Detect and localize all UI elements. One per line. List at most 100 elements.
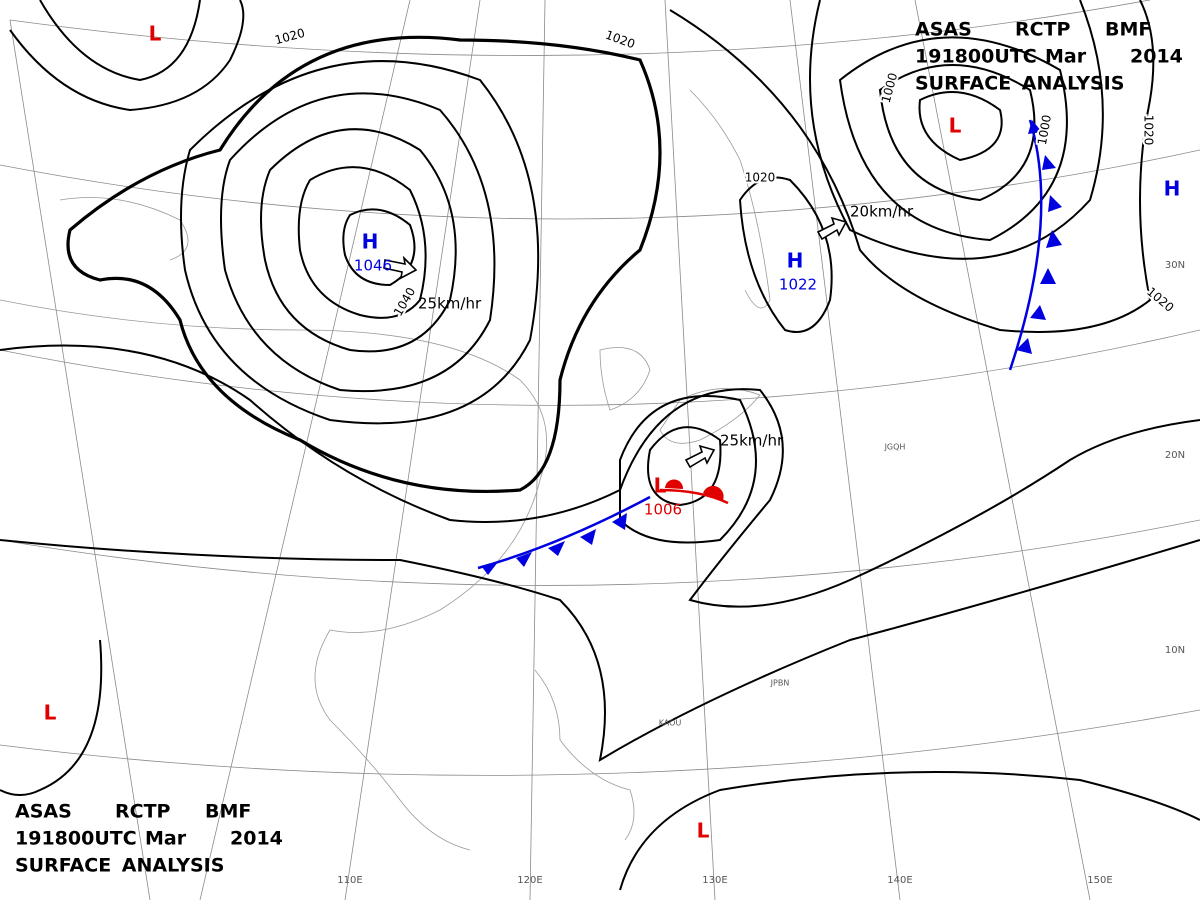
isobar [180,60,540,425]
center-symbol: L [654,474,667,498]
isobar [342,208,416,287]
header-text: 2014 [230,828,283,850]
header-text: RCTP [115,801,171,823]
front-symbol [1028,120,1042,134]
longitude-label: 140E [887,875,912,886]
front-symbol [1030,305,1046,320]
front-symbol [548,541,565,556]
station-id: JPBN [770,679,790,688]
coastline [689,89,771,309]
center-pressure: 1022 [779,276,817,294]
isobar-label: 1020 [745,171,776,185]
isobar [619,771,1200,891]
longitude-label: 110E [337,875,362,886]
station-id: KAOU [659,719,682,728]
isobar [0,639,103,796]
isobar [66,35,662,494]
isobar [838,36,1068,242]
isobar [918,91,1003,162]
meridian [344,0,481,901]
header-text: ASAS [15,801,72,823]
coastline [659,388,761,444]
parallel [0,329,1200,406]
coastlines [0,89,771,851]
isobar [738,176,833,333]
meridian [199,0,411,901]
isobar-label: 1020 [1142,115,1156,146]
parallel [0,149,1200,220]
parallel [9,0,1151,56]
isobar [878,64,1036,202]
center-symbol: L [949,114,962,138]
front-symbol [612,513,627,530]
header-text: BMF [1105,19,1151,41]
front-symbol [703,485,724,500]
header-text: 2014 [1130,46,1183,68]
center-symbol: H [362,230,379,254]
header-text: SURFACE ANALYSIS [15,855,224,877]
isobar [809,0,1104,260]
coastline [59,197,189,261]
header-text: ASAS [915,19,972,41]
meridian [914,0,1091,901]
fronts [477,119,1062,575]
isobar [297,166,427,319]
station-id: JGQH [884,443,906,452]
header-text: Mar [145,828,187,850]
header-text: RCTP [1015,19,1071,41]
latitude-label: 10N [1165,645,1185,656]
coastline [534,669,635,841]
meridian [664,0,716,901]
parallel [0,709,1200,776]
longitude-label: 150E [1087,875,1112,886]
center-symbol: L [697,819,710,843]
header-text: BMF [205,801,251,823]
center-symbol: H [787,249,804,273]
meridian [789,0,901,901]
header-text: 191800UTC [15,828,137,850]
front-symbol [1016,338,1032,354]
isobar [9,0,245,112]
center-pressure: 1046 [354,257,392,275]
center-symbol: H [1164,177,1181,201]
longitude-label: 130E [702,875,727,886]
isobar [0,539,1200,763]
parallel [0,519,1200,586]
isobar [220,92,496,393]
isobar [39,0,201,82]
front-symbol [665,479,684,489]
header-text: SURFACE ANALYSIS [915,73,1124,95]
latitude-label: 20N [1165,450,1185,461]
cold-front [1008,119,1043,371]
warm-front [659,488,729,505]
meridian [529,0,546,901]
front-symbol [1048,195,1062,212]
center-symbol: L [44,701,57,725]
motion-label: 25km/hr [720,432,784,450]
isobar [0,344,1200,608]
header-text: Mar [1045,46,1087,68]
motion-label: 20km/hr [850,203,914,221]
motion-arrow [816,216,848,241]
isobar [619,395,757,544]
motion-arrow [383,255,418,280]
motion-label: 25km/hr [418,295,482,313]
motion-arrows [383,216,848,469]
front-symbol [1042,155,1056,170]
center-pressure: 1006 [644,501,682,519]
motion-arrow [684,444,716,469]
header-text: 191800UTC [915,46,1037,68]
front-symbol [1040,268,1056,284]
front-symbol [482,562,498,575]
coastline [599,347,651,411]
meridian [9,19,151,901]
latitude-label: 30N [1165,260,1185,271]
center-symbol: L [149,22,162,46]
front-symbol [1046,230,1062,248]
longitude-label: 120E [517,875,542,886]
front-symbol [516,552,532,567]
